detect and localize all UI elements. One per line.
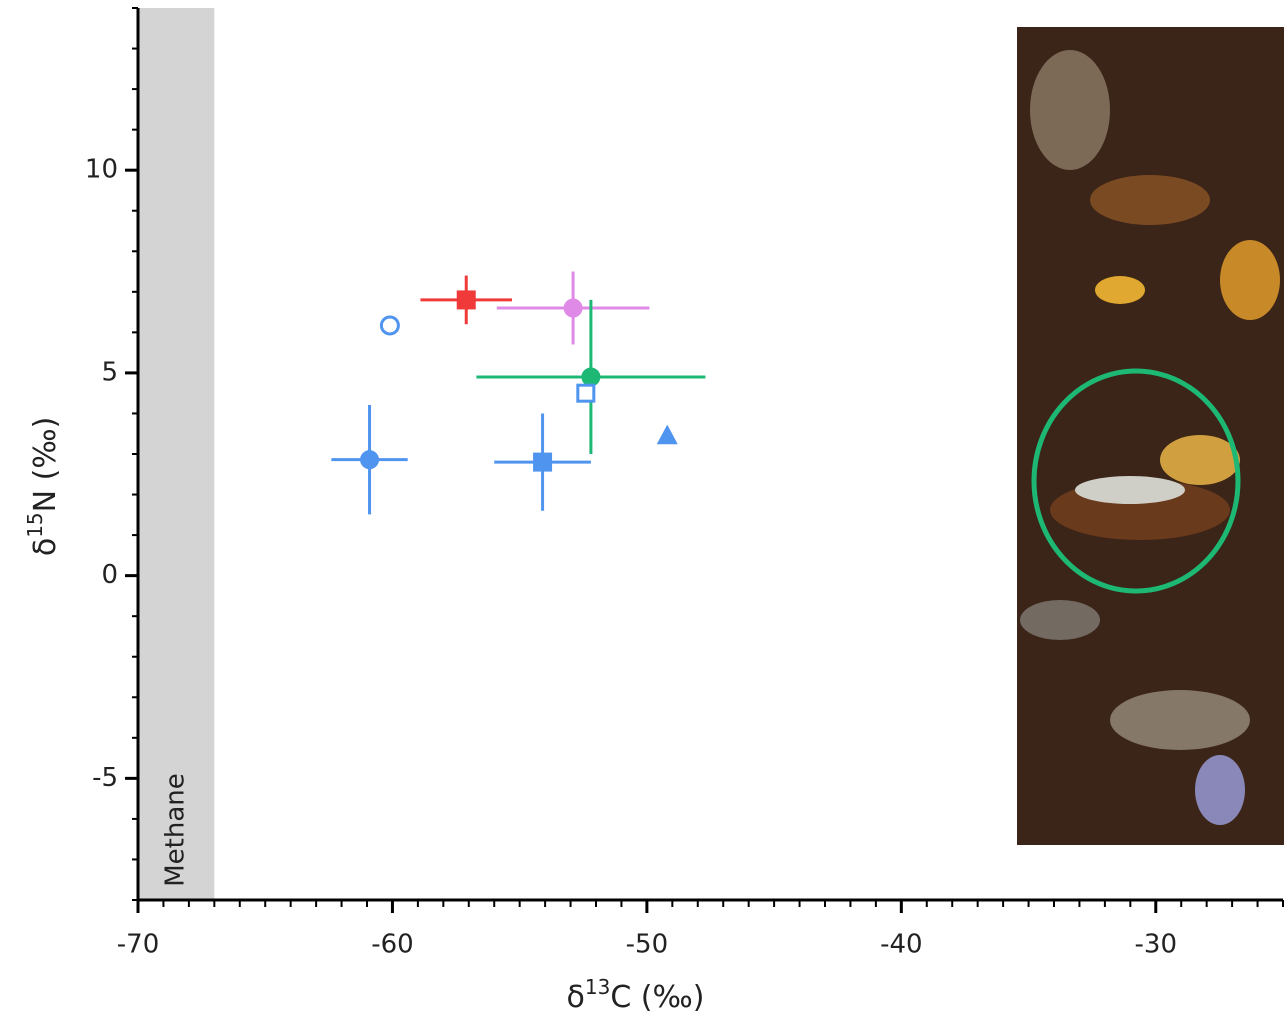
y-label: δ15N (‰) — [23, 417, 63, 556]
y-tick-label: -5 — [92, 763, 118, 793]
y-tick-label: 10 — [85, 155, 118, 185]
x-label: δ13C (‰) — [567, 975, 705, 1015]
methane-band — [138, 8, 215, 900]
photo-detail — [1020, 600, 1100, 640]
x-tick-label: -60 — [371, 930, 413, 960]
axis-label-part: C (‰) — [610, 980, 704, 1015]
point — [456, 290, 476, 310]
point — [581, 367, 601, 387]
point — [576, 383, 596, 403]
x-tick-label: -70 — [117, 930, 159, 960]
axis-label-part: N (‰) — [28, 417, 63, 513]
band-label: Methane — [161, 773, 191, 887]
y-tick-label: 5 — [101, 357, 118, 387]
photo-detail — [1195, 755, 1245, 825]
photo-highlight — [1031, 368, 1241, 594]
x-tick-label: -40 — [880, 930, 922, 960]
x-tick-label: -30 — [1135, 930, 1177, 960]
axis-label-part: δ — [567, 980, 585, 1015]
point — [656, 424, 678, 445]
x-tick-label: -50 — [626, 930, 668, 960]
point — [360, 450, 380, 470]
photo-detail — [1160, 435, 1240, 485]
axis-label-part: 15 — [23, 512, 47, 537]
point — [533, 452, 553, 472]
photo-detail — [1110, 690, 1250, 750]
point — [379, 315, 400, 336]
y-tick-label: 0 — [101, 560, 118, 590]
photo-detail — [1090, 175, 1210, 225]
photo — [1017, 27, 1284, 845]
photo-detail — [1030, 50, 1110, 170]
axis-label-part: 13 — [585, 975, 610, 999]
axis-label-part: δ — [28, 538, 63, 556]
photo-detail — [1095, 276, 1145, 304]
photo-detail — [1220, 240, 1280, 320]
point — [563, 298, 583, 318]
photo-detail — [1075, 476, 1185, 504]
